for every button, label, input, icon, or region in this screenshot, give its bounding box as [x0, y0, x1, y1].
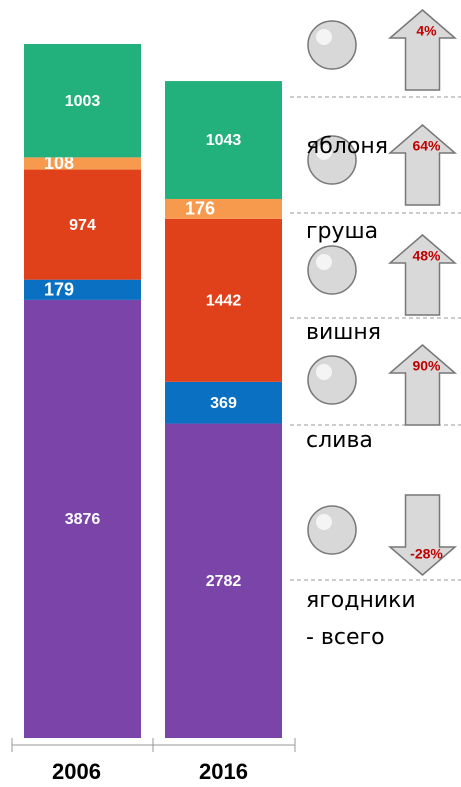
series-name: яблоня [306, 134, 388, 159]
series-name: груша [306, 219, 379, 244]
fruit-icon [307, 245, 357, 295]
value-label: 2782 [206, 573, 242, 590]
bar-segment [165, 381, 282, 424]
change-label: 90% [412, 358, 441, 374]
arrow-up [387, 234, 458, 316]
bar-segment [165, 198, 282, 219]
fruit-icon-shine [316, 364, 332, 380]
fruit-icon-shine [316, 514, 332, 530]
bar-segment [24, 299, 141, 738]
change-label: 48% [412, 248, 441, 264]
value-label: 974 [69, 217, 96, 234]
change-label: -28% [410, 546, 443, 562]
series-name: вишня [306, 320, 382, 345]
bar-segment [24, 279, 141, 300]
bar-segment [165, 81, 282, 199]
fruit-icon [307, 355, 357, 405]
fruit-icon-shine [316, 29, 332, 45]
x-tick-label: 2016 [199, 759, 248, 784]
bar-segment [24, 157, 141, 170]
value-label: 369 [210, 395, 237, 412]
series-name: слива [306, 428, 373, 453]
fruit-icon-shine [316, 254, 332, 270]
value-label: 1442 [206, 293, 242, 310]
bar-segment [24, 44, 141, 158]
value-label: 176 [185, 199, 215, 219]
arrow-up [387, 124, 458, 206]
arrow-up [387, 9, 458, 91]
arrow-up [387, 344, 458, 426]
change-label: 64% [412, 138, 441, 154]
value-label: 1043 [206, 132, 242, 149]
bar-segment [165, 218, 282, 382]
x-tick-label: 2006 [52, 759, 101, 784]
fruit-icon [307, 20, 357, 70]
series-name: ягодники - всего [306, 588, 416, 650]
fruit-icon [307, 505, 357, 555]
value-label: 179 [44, 280, 74, 300]
change-label: 4% [416, 23, 437, 39]
bar-segment [24, 169, 141, 280]
value-label: 3876 [65, 511, 101, 528]
value-label: 108 [44, 153, 74, 173]
value-label: 1003 [65, 93, 101, 110]
bar-segment [165, 423, 282, 738]
arrow-down [387, 494, 458, 576]
fruit-icon-shine [316, 144, 332, 160]
